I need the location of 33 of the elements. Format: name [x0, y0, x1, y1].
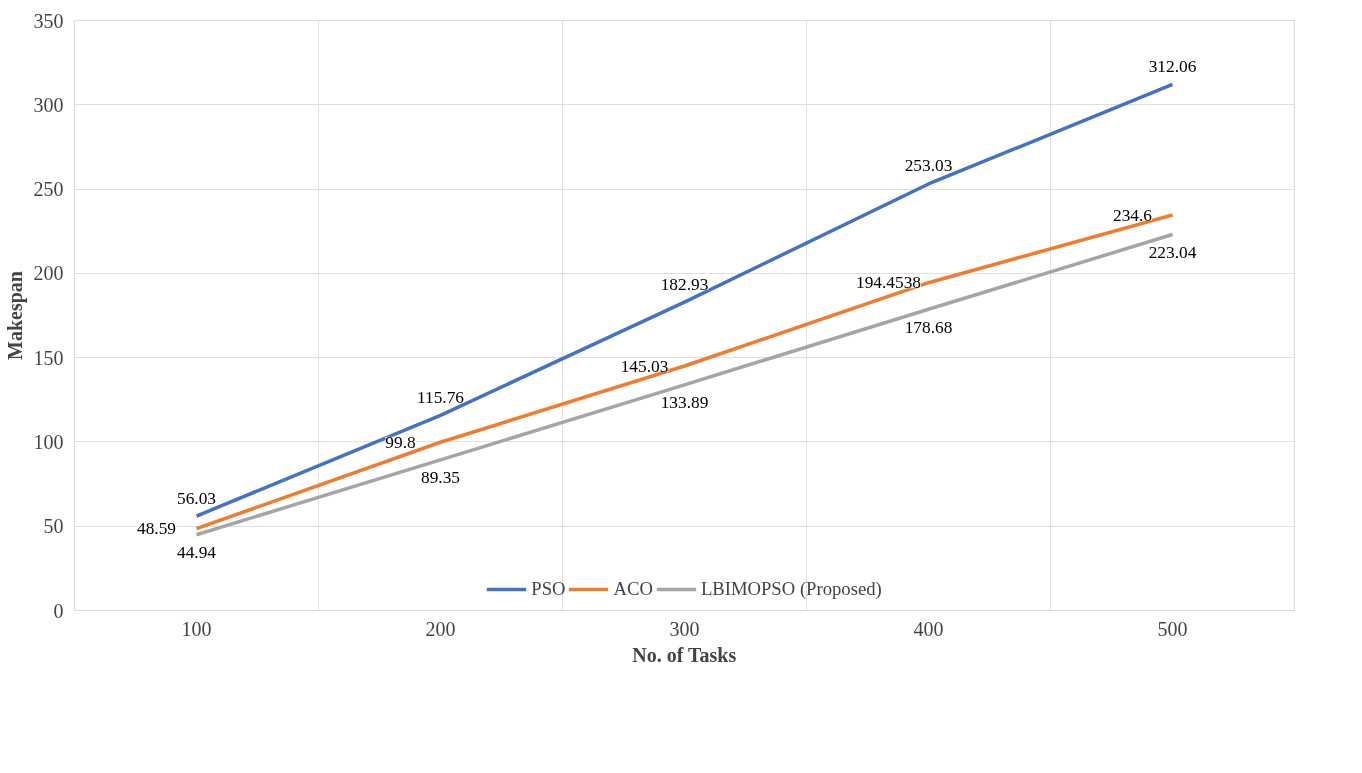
x-tick-label: 300 [669, 617, 700, 640]
data-label: 89.35 [421, 468, 461, 488]
y-tick-label: 150 [33, 346, 64, 369]
data-label: 182.93 [660, 274, 709, 294]
y-tick-label: 300 [33, 93, 64, 116]
y-tick-label: 250 [33, 178, 64, 201]
y-tick-label: 50 [43, 515, 64, 538]
x-axis-title: No. of Tasks [632, 643, 737, 666]
data-label: 99.8 [385, 432, 416, 452]
y-tick-label: 350 [33, 9, 64, 32]
x-tick-label: 100 [181, 617, 212, 640]
y-tick-label: 0 [53, 599, 64, 622]
x-tick-label: 200 [425, 617, 456, 640]
legend-label: LBIMOPSO (Proposed) [700, 578, 882, 600]
data-label: 253.03 [904, 156, 953, 176]
data-label: 133.89 [660, 393, 709, 413]
data-label: 234.6 [1113, 205, 1153, 225]
data-label: 178.68 [904, 317, 953, 337]
y-tick-label: 200 [33, 262, 64, 285]
x-tick-label: 500 [1157, 617, 1188, 640]
data-label: 145.03 [620, 356, 669, 376]
data-label: 48.59 [137, 519, 177, 539]
legend-label: ACO [613, 578, 653, 600]
y-axis-title: Makespan [3, 271, 27, 360]
data-label: 56.03 [177, 488, 217, 508]
legend-label: PSO [531, 578, 566, 600]
x-tick-label: 400 [913, 617, 944, 640]
data-label: 194.4538 [856, 273, 921, 293]
data-label: 44.94 [177, 543, 217, 563]
data-label: 115.76 [417, 387, 465, 407]
y-tick-label: 100 [33, 430, 64, 453]
data-label: 223.04 [1148, 243, 1197, 263]
data-label: 312.06 [1148, 56, 1197, 76]
